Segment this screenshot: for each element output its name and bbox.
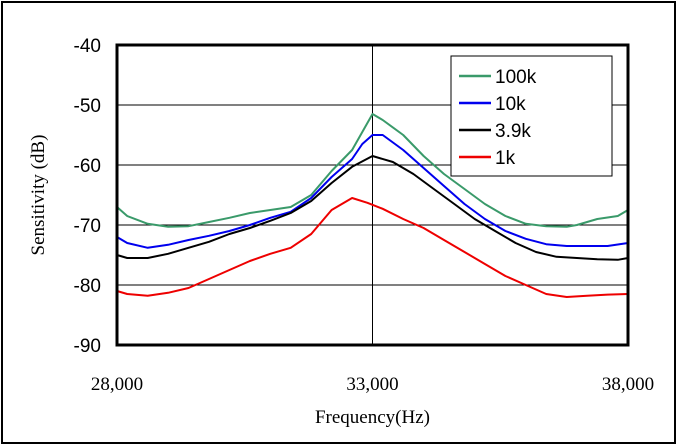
y-tick-label: -80 <box>74 276 101 297</box>
y-tick-label: -40 <box>74 36 101 57</box>
y-tick-label: -60 <box>74 156 101 177</box>
x-tick-label: 28,000 <box>91 374 143 395</box>
x-tick-label: 33,000 <box>346 374 398 395</box>
legend-label-1k: 1k <box>495 148 516 169</box>
series-layer <box>116 113 629 298</box>
y-tick-label: -50 <box>74 96 101 117</box>
x-axis-ticks: 28,000 33,000 38,000 <box>91 374 654 395</box>
series-line-10k <box>116 134 629 249</box>
legend-label-100k: 100k <box>495 67 537 88</box>
legend: 100k 10k 3.9k 1k <box>450 55 613 177</box>
series-line-100k <box>116 113 629 228</box>
y-tick-label: -90 <box>74 336 101 357</box>
legend-label-3.9k: 3.9k <box>495 121 531 142</box>
series-line-3.9k <box>116 155 629 261</box>
y-tick-label: -70 <box>74 216 101 237</box>
series-line-1k <box>116 197 629 298</box>
y-axis-ticks: -40 -50 -60 -70 -80 -90 <box>74 36 101 357</box>
x-axis-title: Frequency(Hz) <box>315 407 430 428</box>
x-tick-label: 38,000 <box>602 374 654 395</box>
legend-label-10k: 10k <box>495 94 526 115</box>
plot-area-border <box>115 43 630 347</box>
y-axis-title: Sensitivity (dB) <box>28 135 49 256</box>
